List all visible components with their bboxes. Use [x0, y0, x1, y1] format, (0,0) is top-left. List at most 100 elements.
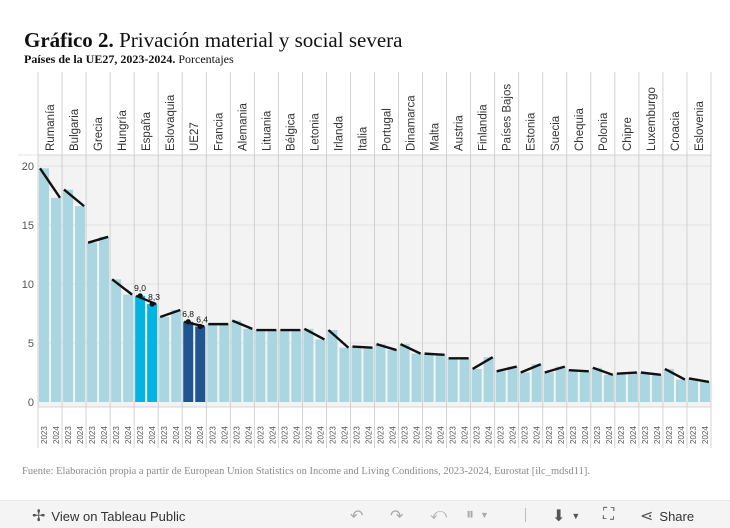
- bar-2024: [363, 347, 374, 402]
- download-icon: ⬇: [552, 508, 566, 525]
- year-tick-label: 2023: [328, 426, 337, 444]
- bar-2023: [615, 373, 626, 402]
- undo-button[interactable]: ↶: [350, 506, 363, 526]
- bar-2024: [123, 294, 134, 402]
- year-tick-label: 2023: [304, 426, 313, 444]
- bar-2023: [111, 279, 122, 402]
- year-tick-label: 2024: [533, 426, 542, 444]
- bar-2024: [195, 326, 206, 402]
- bar-2024: [387, 350, 398, 402]
- bar-2024: [507, 366, 518, 402]
- year-tick-label: 2023: [64, 426, 73, 444]
- year-tick-label: 2023: [521, 426, 530, 444]
- year-tick-label: 2024: [653, 426, 662, 444]
- category-label: Malta: [430, 122, 442, 151]
- pause-button[interactable]: ⏸ ▼: [466, 506, 489, 524]
- change-line: [231, 319, 253, 330]
- tableau-logo-icon: ✢: [32, 508, 46, 525]
- year-tick-label: 2024: [485, 426, 494, 444]
- chart-title-bold: Gráfico 2.: [24, 28, 114, 52]
- category-label: Grecia: [93, 117, 105, 151]
- year-tick-label: 2024: [220, 426, 229, 444]
- year-tick-label: 2023: [88, 426, 97, 444]
- bar-2023: [471, 368, 482, 402]
- bar-2023: [303, 328, 314, 402]
- year-tick-label: 2024: [581, 426, 590, 444]
- data-point: [149, 301, 155, 307]
- undo-icon: ↶: [350, 508, 364, 525]
- change-line: [664, 367, 686, 381]
- category-label: Portugal: [382, 108, 394, 151]
- year-tick-label: 2024: [316, 426, 325, 444]
- change-line: [159, 308, 181, 319]
- category-label: Irlanda: [333, 115, 345, 151]
- year-tick-label: 2024: [268, 426, 277, 444]
- year-tick-label: 2024: [629, 426, 638, 444]
- pause-icon: ⏸: [466, 506, 475, 523]
- chart-subtitle-rest: Porcentajes: [178, 52, 234, 66]
- year-tick-label: 2024: [292, 426, 301, 444]
- category-label: Lituania: [261, 110, 273, 151]
- revert-button[interactable]: ⤺: [430, 506, 447, 524]
- year-tick-label: 2024: [509, 426, 518, 444]
- category-label: Bulgaria: [69, 108, 81, 151]
- change-line: [472, 356, 494, 370]
- chart-title-rest: Privación material y social severa: [119, 28, 403, 52]
- change-line: [63, 188, 85, 208]
- category-label: Estonia: [526, 112, 538, 151]
- bar-2024: [75, 206, 86, 402]
- year-tick-label: 2024: [677, 426, 686, 444]
- bar-2023: [351, 346, 362, 402]
- year-tick-label: 2024: [148, 426, 157, 444]
- year-tick-label: 2024: [605, 426, 614, 444]
- year-tick-label: 2024: [196, 426, 205, 444]
- bar-2024: [219, 324, 230, 402]
- bar-2023: [447, 358, 458, 402]
- year-tick-label: 2023: [232, 426, 241, 444]
- data-point: [197, 323, 203, 330]
- year-tick-label: 2023: [352, 426, 361, 444]
- year-tick-label: 2023: [425, 426, 434, 444]
- year-tick-label: 2023: [401, 426, 410, 444]
- bar-2024: [579, 371, 590, 402]
- category-label: Suecia: [550, 115, 562, 151]
- year-tick-label: 2023: [160, 426, 169, 444]
- year-tick-label: 2024: [701, 426, 710, 444]
- fullscreen-button[interactable]: ⛶: [603, 506, 614, 524]
- category-label: Países Bajos: [502, 84, 514, 151]
- year-tick-label: 2024: [100, 426, 109, 444]
- bar-2023: [327, 330, 338, 402]
- bar-2024: [603, 374, 614, 402]
- redo-icon: ↷: [390, 508, 404, 525]
- change-line: [303, 327, 325, 341]
- bar-2023: [423, 353, 434, 402]
- y-tick-label: 15: [22, 220, 34, 232]
- y-tick-label: 20: [22, 161, 34, 173]
- fullscreen-icon: ⛶: [603, 506, 615, 523]
- change-line: [352, 345, 373, 349]
- year-tick-label: 2023: [665, 426, 674, 444]
- bar-2024: [243, 328, 254, 402]
- year-tick-label: 2024: [124, 426, 133, 444]
- toolbar-divider: [525, 508, 526, 522]
- share-icon: ⋖: [640, 508, 654, 525]
- year-tick-label: 2024: [364, 426, 373, 444]
- download-button[interactable]: ⬇ ▼: [552, 506, 580, 526]
- change-line: [568, 368, 589, 373]
- change-line: [592, 366, 614, 376]
- y-tick-label: 10: [22, 279, 34, 291]
- change-line: [424, 352, 445, 356]
- bar-2024: [267, 330, 278, 402]
- bar-2023: [543, 372, 554, 402]
- view-on-tableau-button[interactable]: ✢ View on Tableau Public: [32, 506, 185, 526]
- caret-down-icon: ▼: [480, 510, 489, 520]
- redo-button[interactable]: ↷: [390, 506, 403, 526]
- bar-2024: [99, 236, 110, 402]
- change-line: [87, 235, 109, 244]
- bar-2024: [411, 353, 422, 402]
- bar-2024: [51, 197, 62, 402]
- bar-2023: [519, 372, 530, 402]
- share-button[interactable]: ⋖ Share: [640, 506, 694, 526]
- year-tick-label: 2023: [497, 426, 506, 444]
- category-label: Italia: [357, 126, 369, 151]
